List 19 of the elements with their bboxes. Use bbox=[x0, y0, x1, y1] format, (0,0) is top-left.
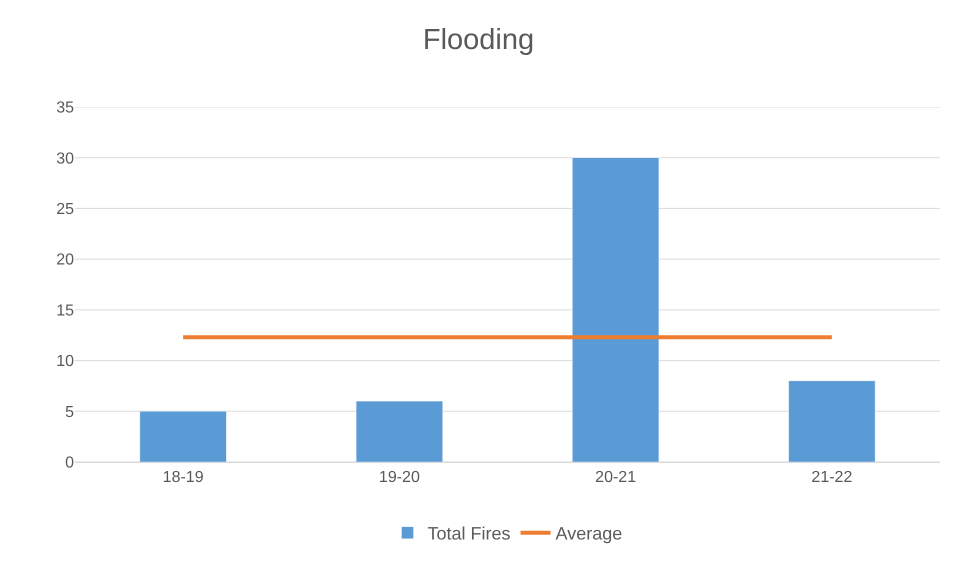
bar bbox=[788, 380, 876, 462]
x-tick-label: 18-19 bbox=[162, 469, 204, 486]
x-tick-label: 20-21 bbox=[595, 469, 636, 486]
bar bbox=[140, 411, 227, 462]
x-tick-label: 21-22 bbox=[811, 469, 852, 486]
bar bbox=[356, 400, 443, 462]
x-tick-label: 19-20 bbox=[378, 469, 420, 486]
y-tick-label: 20 bbox=[56, 252, 74, 269]
y-tick-label: 5 bbox=[65, 404, 74, 421]
chart-title: Flooding bbox=[422, 24, 534, 56]
legend-label: Total Fires bbox=[428, 524, 511, 544]
bar bbox=[572, 157, 660, 462]
y-tick-label: 15 bbox=[56, 302, 74, 320]
y-tick-label: 25 bbox=[56, 201, 74, 218]
y-tick-label: 30 bbox=[56, 150, 74, 168]
y-tick-label: 10 bbox=[56, 353, 74, 370]
y-tick-label: 35 bbox=[56, 100, 74, 117]
legend-label: Average bbox=[556, 524, 622, 544]
y-tick-label: 0 bbox=[65, 454, 74, 472]
